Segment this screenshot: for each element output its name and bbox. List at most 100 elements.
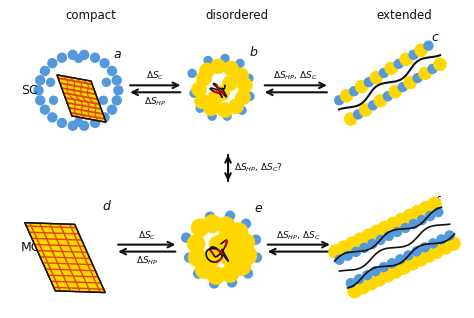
Circle shape: [208, 112, 216, 120]
Circle shape: [376, 235, 385, 245]
Circle shape: [362, 229, 375, 243]
Circle shape: [74, 54, 82, 62]
Circle shape: [228, 99, 244, 114]
Circle shape: [394, 213, 409, 227]
Circle shape: [356, 280, 370, 294]
Circle shape: [114, 86, 123, 95]
Circle shape: [422, 248, 436, 262]
Circle shape: [368, 239, 377, 248]
Circle shape: [419, 201, 433, 215]
Circle shape: [413, 73, 422, 82]
Circle shape: [400, 53, 412, 66]
Polygon shape: [25, 223, 105, 293]
Circle shape: [401, 224, 410, 232]
Text: $\Delta S_C$: $\Delta S_C$: [137, 229, 156, 242]
Circle shape: [68, 50, 77, 59]
Circle shape: [371, 267, 380, 276]
Circle shape: [445, 231, 454, 240]
Circle shape: [447, 237, 460, 251]
Circle shape: [244, 269, 253, 278]
Circle shape: [48, 113, 57, 122]
Text: $\Delta S_{HP}$: $\Delta S_{HP}$: [136, 255, 158, 267]
Circle shape: [353, 233, 367, 247]
Circle shape: [233, 258, 251, 275]
Circle shape: [363, 271, 372, 280]
Circle shape: [237, 234, 255, 252]
Circle shape: [437, 235, 446, 244]
Circle shape: [344, 113, 357, 126]
Circle shape: [102, 78, 110, 86]
Circle shape: [80, 50, 89, 59]
Circle shape: [50, 96, 57, 104]
Circle shape: [34, 86, 43, 95]
Circle shape: [346, 279, 356, 287]
Circle shape: [227, 241, 245, 259]
Circle shape: [221, 249, 239, 266]
Circle shape: [224, 61, 238, 76]
Circle shape: [355, 80, 368, 93]
Circle shape: [210, 59, 226, 74]
Circle shape: [226, 211, 235, 220]
Text: c: c: [431, 31, 438, 44]
Circle shape: [238, 106, 246, 114]
Circle shape: [359, 103, 372, 116]
Circle shape: [252, 235, 260, 244]
Circle shape: [187, 235, 205, 252]
Polygon shape: [57, 75, 106, 122]
Circle shape: [203, 249, 221, 266]
Circle shape: [394, 59, 403, 68]
Circle shape: [370, 71, 383, 84]
Text: $\Delta S_{HP}$, $\Delta S_C$: $\Delta S_{HP}$, $\Delta S_C$: [273, 70, 318, 82]
Circle shape: [236, 90, 250, 105]
Circle shape: [398, 83, 407, 92]
Circle shape: [397, 260, 411, 274]
Circle shape: [208, 91, 222, 106]
Circle shape: [48, 59, 57, 68]
Circle shape: [239, 247, 257, 265]
Circle shape: [193, 269, 202, 278]
Circle shape: [403, 209, 417, 223]
Circle shape: [405, 256, 419, 270]
Circle shape: [46, 78, 55, 86]
Text: compact: compact: [65, 9, 116, 22]
Circle shape: [385, 62, 398, 75]
Circle shape: [424, 41, 433, 50]
Text: $\Delta S_{HP}$, $\Delta S_C$: $\Delta S_{HP}$, $\Delta S_C$: [276, 229, 321, 242]
Circle shape: [195, 260, 213, 279]
Circle shape: [352, 247, 360, 256]
Circle shape: [409, 50, 418, 59]
Circle shape: [387, 259, 396, 268]
Circle shape: [374, 94, 387, 107]
Circle shape: [221, 265, 239, 282]
Circle shape: [196, 104, 204, 112]
Circle shape: [428, 197, 441, 211]
Circle shape: [218, 229, 236, 247]
Circle shape: [386, 217, 400, 231]
Circle shape: [389, 264, 403, 278]
Circle shape: [428, 239, 438, 248]
Circle shape: [434, 208, 443, 217]
Circle shape: [228, 278, 237, 287]
Circle shape: [182, 233, 191, 242]
Text: d: d: [102, 200, 110, 213]
Circle shape: [74, 118, 82, 126]
Circle shape: [209, 236, 227, 253]
Circle shape: [253, 253, 262, 262]
Text: $\Delta S_C$: $\Delta S_C$: [146, 70, 164, 82]
Circle shape: [348, 284, 362, 298]
Circle shape: [409, 219, 418, 229]
Circle shape: [91, 118, 100, 128]
Circle shape: [57, 53, 66, 62]
Circle shape: [112, 76, 121, 85]
Circle shape: [100, 59, 109, 68]
Circle shape: [355, 275, 364, 284]
Circle shape: [412, 247, 421, 256]
Circle shape: [384, 232, 393, 240]
Circle shape: [234, 68, 248, 83]
Circle shape: [404, 76, 417, 89]
Circle shape: [203, 215, 221, 233]
Circle shape: [396, 255, 405, 264]
Circle shape: [340, 89, 353, 102]
Text: e: e: [254, 202, 262, 215]
Text: $\Delta S_{HP}$: $\Delta S_{HP}$: [144, 95, 166, 108]
